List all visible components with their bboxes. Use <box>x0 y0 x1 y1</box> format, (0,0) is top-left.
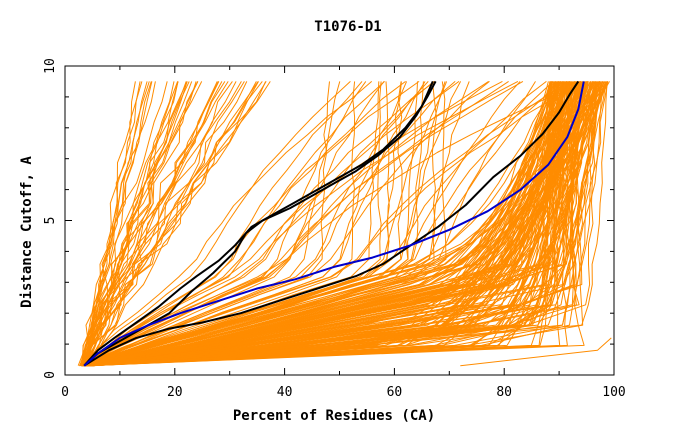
orange-model-line <box>89 81 558 367</box>
orange-model-line <box>80 81 175 366</box>
orange-model-line <box>84 81 568 367</box>
x-tick-label: 80 <box>496 385 512 400</box>
orange-model-line <box>89 81 600 367</box>
orange-model-line <box>87 81 141 366</box>
orange-model-line <box>88 81 582 367</box>
orange-model-line <box>85 81 602 367</box>
orange-model-line <box>79 81 429 367</box>
x-tick-label: 40 <box>277 385 293 400</box>
orange-model-line <box>86 81 571 367</box>
orange-model-line <box>86 81 562 367</box>
orange-model-line <box>91 81 577 367</box>
orange-model-line <box>81 81 197 366</box>
x-tick-label: 60 <box>387 385 403 400</box>
orange-model-line <box>90 81 604 367</box>
orange-model-line <box>81 81 363 367</box>
orange-model-line <box>84 81 203 366</box>
orange-model-line <box>84 81 582 367</box>
orange-model-line <box>86 81 602 367</box>
orange-model-line <box>86 81 570 367</box>
orange-model-line <box>79 81 193 366</box>
orange-model-line <box>84 81 597 367</box>
orange-model-line <box>80 81 199 366</box>
orange-model-line <box>81 80 509 367</box>
orange-model-line <box>80 81 382 367</box>
y-tick-label: 5 <box>43 217 58 225</box>
orange-model-line <box>460 337 612 367</box>
orange-model-line <box>81 81 373 367</box>
orange-model-line <box>82 81 556 367</box>
orange-model-line <box>83 81 267 366</box>
orange-model-line <box>85 81 219 366</box>
chart-title: T1076-D1 <box>314 19 381 35</box>
orange-model-line <box>86 81 552 367</box>
orange-model-line <box>83 81 150 366</box>
orange-model-line <box>87 81 566 367</box>
orange-model-line <box>91 81 571 367</box>
orange-model-line <box>89 81 576 367</box>
series-line-black-1 <box>83 80 434 367</box>
orange-model-line <box>90 81 549 367</box>
orange-model-line <box>82 81 456 367</box>
orange-model-line <box>80 81 406 367</box>
orange-model-line <box>77 81 168 366</box>
orange-model-line <box>84 81 248 366</box>
orange-model-line <box>86 81 259 366</box>
orange-model-line <box>90 81 555 367</box>
orange-model-line <box>82 80 580 367</box>
orange-model-line <box>82 81 576 367</box>
x-tick-label: 0 <box>61 385 69 400</box>
x-axis-label: Percent of Residues (CA) <box>233 408 435 424</box>
orange-model-line <box>82 81 536 367</box>
orange-model-line <box>82 81 462 367</box>
orange-model-line <box>80 81 351 367</box>
series-line-black-3 <box>83 80 580 367</box>
y-axis-label: Distance Cutoff, A <box>19 156 35 308</box>
plot-area <box>77 80 612 367</box>
orange-model-line <box>91 81 551 367</box>
orange-model-line <box>80 81 380 367</box>
orange-model-line <box>83 80 570 367</box>
orange-model-line <box>90 81 608 367</box>
series-line-blue-1 <box>83 81 585 367</box>
orange-model-line <box>83 81 190 366</box>
orange-model-line <box>82 81 271 367</box>
orange-model-line <box>83 81 565 367</box>
orange-model-line <box>81 81 402 367</box>
y-tick-label: 0 <box>43 371 58 379</box>
orange-model-line <box>82 81 385 367</box>
orange-model-line <box>84 81 600 367</box>
x-tick-label: 20 <box>167 385 183 400</box>
orange-model-line <box>82 81 579 367</box>
orange-model-line <box>83 81 229 366</box>
orange-model-line <box>90 81 573 367</box>
orange-model-line <box>81 81 435 367</box>
orange-model-line <box>90 81 553 367</box>
orange-model-line <box>89 81 596 367</box>
x-tick-label: 100 <box>602 385 625 400</box>
orange-model-line <box>81 81 437 367</box>
orange-model-line <box>92 81 600 367</box>
y-tick-label: 10 <box>43 58 58 74</box>
